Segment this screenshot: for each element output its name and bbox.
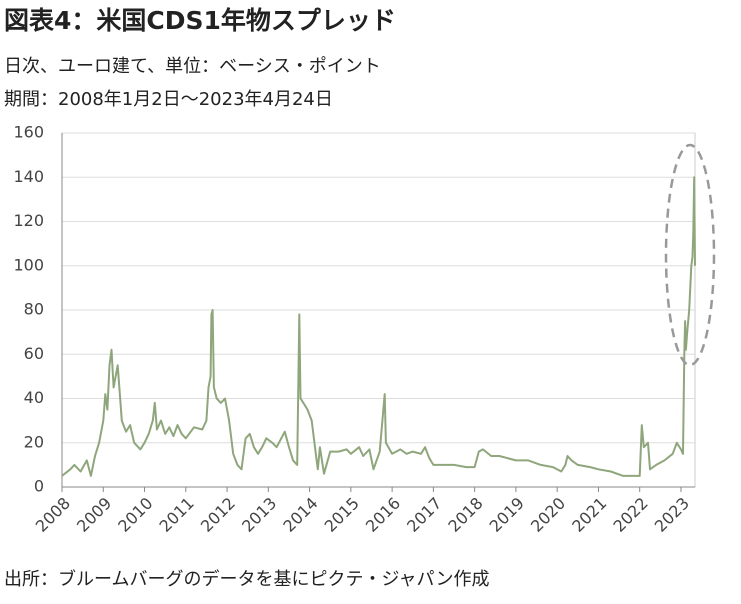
y-tick-label: 20 bbox=[24, 432, 44, 451]
x-tick-label: 2015 bbox=[321, 494, 363, 536]
x-tick-label: 2022 bbox=[609, 494, 651, 536]
x-tick-label: 2017 bbox=[403, 494, 445, 536]
y-tick-label: 40 bbox=[24, 388, 44, 407]
x-tick-label: 2010 bbox=[114, 494, 156, 536]
x-tick-label: 2009 bbox=[73, 494, 115, 536]
chart-title: 図表4：米国CDS1年物スプレッド bbox=[4, 6, 396, 35]
period: 期間：2008年1月2日～2023年4月24日 bbox=[4, 89, 333, 110]
y-tick-label: 80 bbox=[24, 300, 44, 319]
y-tick-label: 60 bbox=[24, 344, 44, 363]
x-tick-label: 2012 bbox=[197, 494, 239, 536]
x-tick-label: 2023 bbox=[651, 494, 693, 536]
x-tick-label: 2019 bbox=[486, 494, 528, 536]
x-tick-label: 2016 bbox=[362, 494, 404, 536]
highlight-ellipse bbox=[664, 143, 716, 367]
x-tick-label: 2008 bbox=[32, 494, 74, 536]
y-tick-label: 120 bbox=[13, 211, 44, 230]
x-tick-label: 2018 bbox=[444, 494, 486, 536]
y-tick-label: 100 bbox=[13, 255, 44, 274]
x-tick-label: 2021 bbox=[568, 494, 610, 536]
source: 出所：ブルームバーグのデータを基にピクテ・ジャパン作成 bbox=[4, 568, 489, 590]
y-tick-label: 160 bbox=[13, 123, 44, 142]
y-tick-label: 0 bbox=[34, 477, 44, 496]
x-tick-label: 2014 bbox=[279, 494, 321, 536]
subtitle: 日次、ユーロ建て、単位：ベーシス・ポイント bbox=[4, 56, 381, 77]
x-tick-label: 2011 bbox=[156, 494, 198, 536]
x-tick-label: 2020 bbox=[527, 494, 569, 536]
x-tick-label: 2013 bbox=[238, 494, 280, 536]
data-line bbox=[61, 176, 696, 477]
y-tick-label: 140 bbox=[13, 167, 44, 186]
